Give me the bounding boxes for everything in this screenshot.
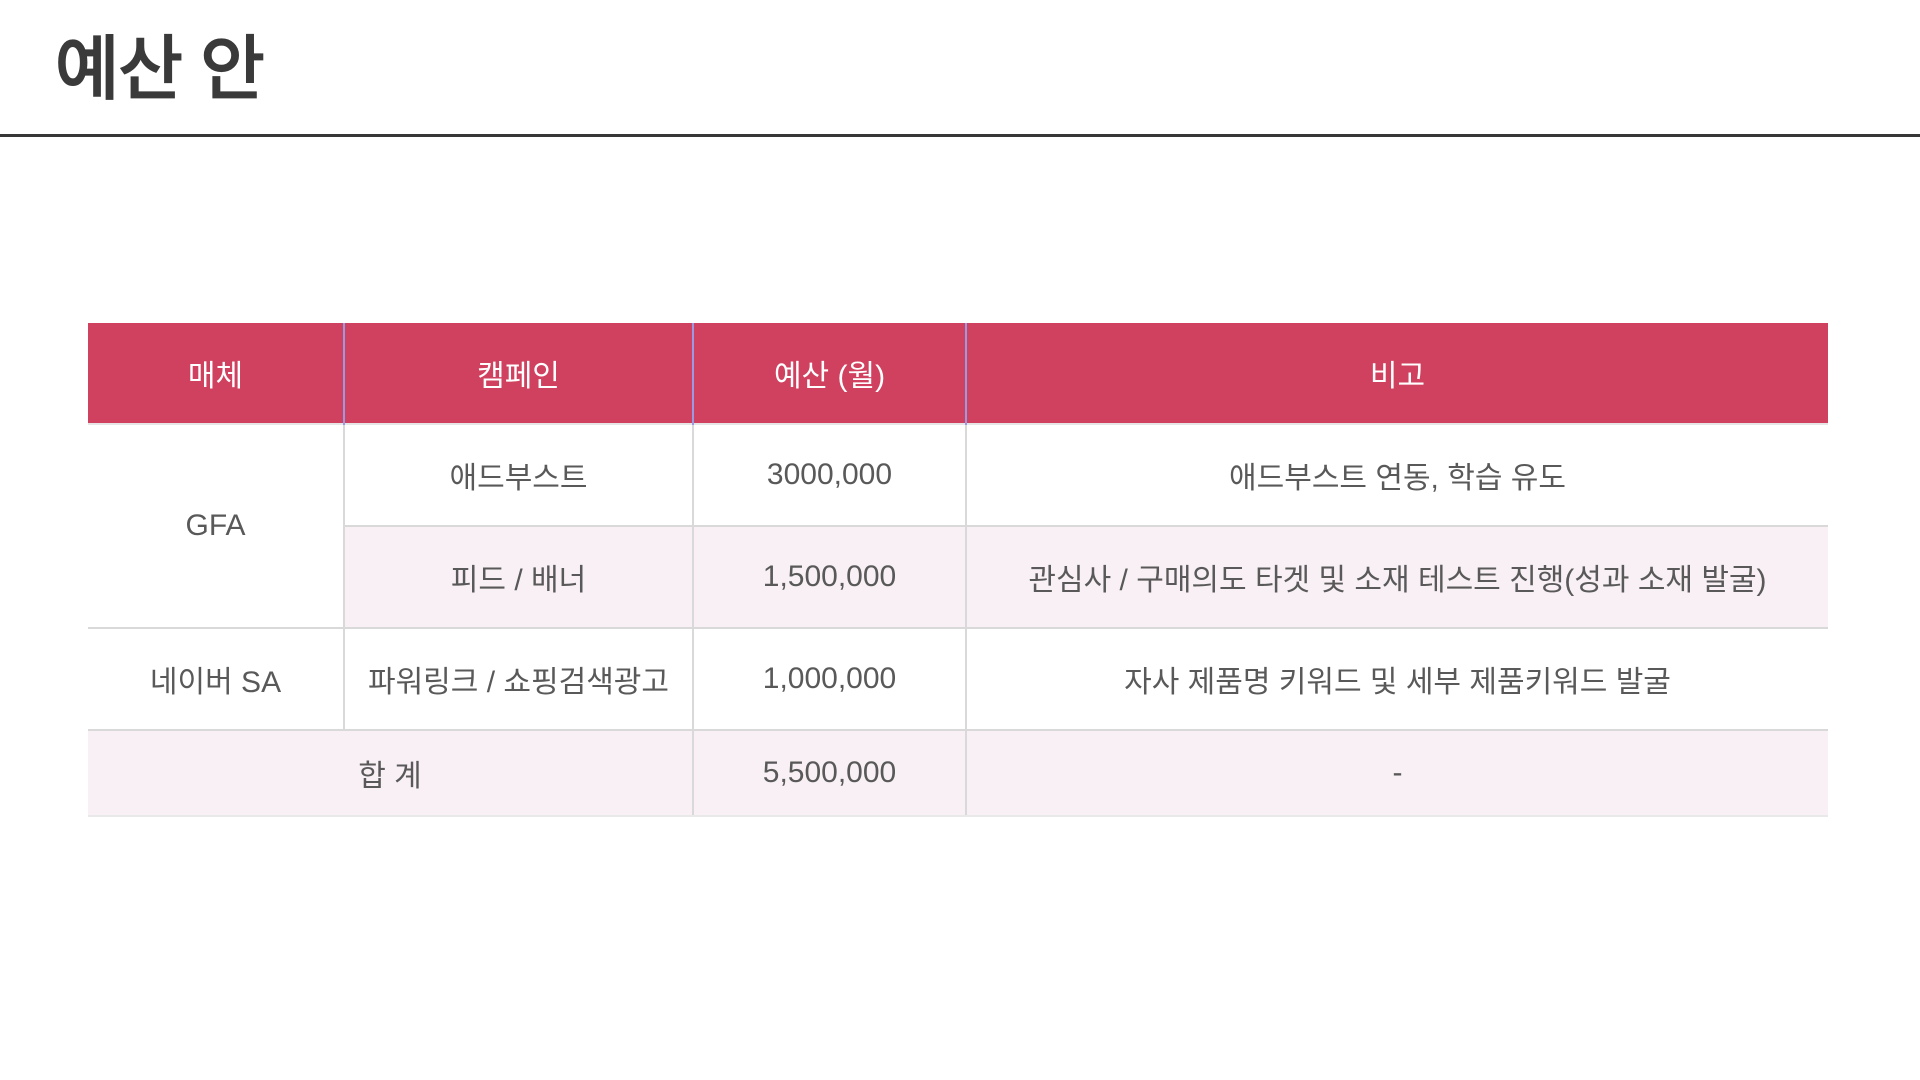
col-header-media: 매체 <box>88 323 344 424</box>
col-header-note: 비고 <box>965 323 1828 424</box>
table-row-total: 합 계 5,500,000 - <box>88 729 1828 817</box>
table-header-row: 매체 캠페인 예산 (월) 비고 <box>88 323 1828 424</box>
col-header-budget: 예산 (월) <box>692 323 966 424</box>
cell-total-budget: 5,500,000 <box>692 729 966 817</box>
cell-total-note: - <box>965 729 1828 817</box>
title-divider <box>0 134 1920 137</box>
cell-budget: 1,500,000 <box>692 525 966 628</box>
table-row: GFA 애드부스트 3000,000 애드부스트 연동, 학습 유도 <box>88 423 1828 628</box>
page-title: 예산 안 <box>55 30 265 108</box>
table-row: 네이버 SA 파워링크 / 쇼핑검색광고 1,000,000 자사 제품명 키워… <box>88 627 1828 730</box>
col-header-campaign: 캠페인 <box>343 323 693 424</box>
cell-media: GFA <box>88 423 344 628</box>
cell-note: 자사 제품명 키워드 및 세부 제품키워드 발굴 <box>965 627 1828 730</box>
cell-campaign: 피드 / 배너 <box>343 525 693 628</box>
cell-campaign: 애드부스트 <box>343 423 693 526</box>
cell-budget: 3000,000 <box>692 423 966 526</box>
cell-note: 애드부스트 연동, 학습 유도 <box>965 423 1828 526</box>
cell-budget: 1,000,000 <box>692 627 966 730</box>
table-row: 피드 / 배너 1,500,000 관심사 / 구매의도 타겟 및 소재 테스트… <box>88 525 1828 628</box>
cell-note: 관심사 / 구매의도 타겟 및 소재 테스트 진행(성과 소재 발굴) <box>965 525 1828 628</box>
budget-table: 매체 캠페인 예산 (월) 비고 GFA 애드부스트 3000,000 애드부스… <box>88 323 1828 817</box>
cell-media: 네이버 SA <box>88 627 344 730</box>
cell-total-label: 합 계 <box>88 729 693 817</box>
cell-campaign: 파워링크 / 쇼핑검색광고 <box>343 627 693 730</box>
